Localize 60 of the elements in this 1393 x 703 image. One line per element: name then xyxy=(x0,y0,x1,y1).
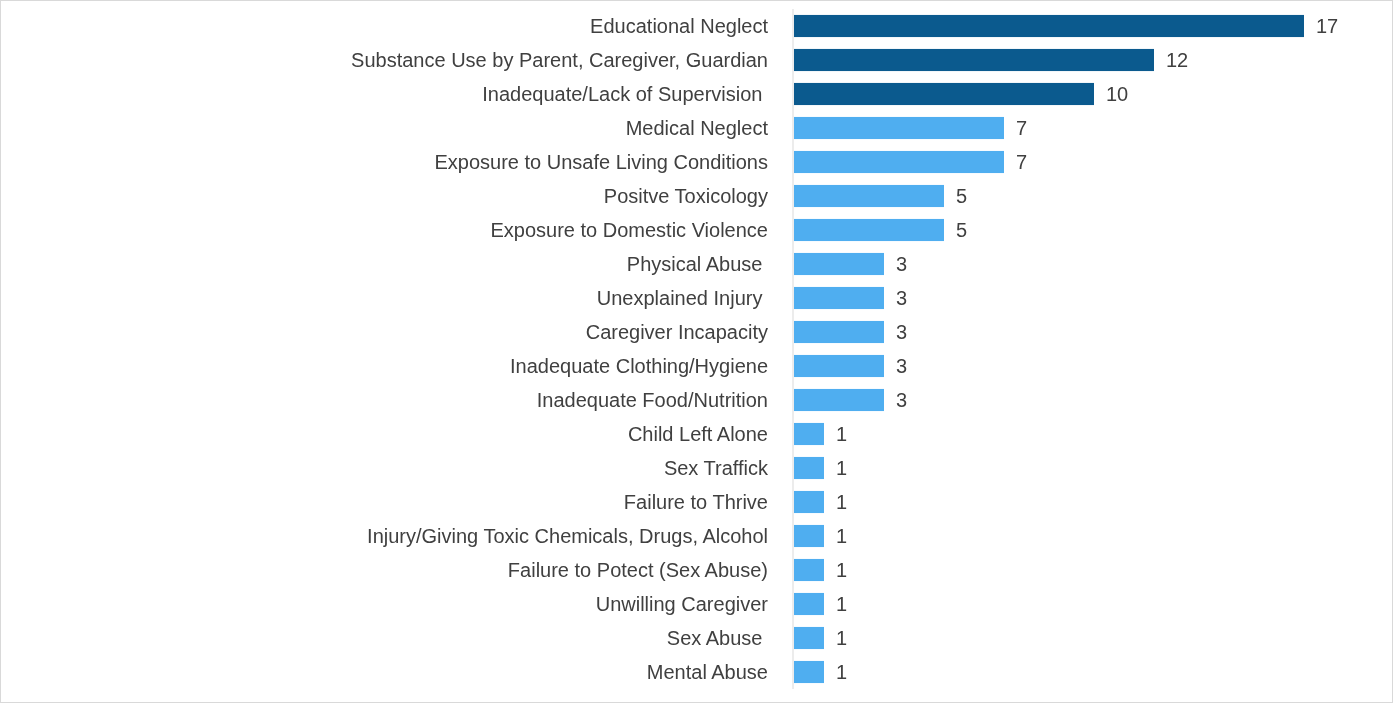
bar xyxy=(794,286,884,310)
bar xyxy=(794,82,1094,106)
y-tick-label: Educational Neglect xyxy=(590,15,769,37)
data-label: 10 xyxy=(1106,83,1129,105)
y-tick-label: Positve Toxicology xyxy=(603,185,768,207)
bar xyxy=(794,14,1304,38)
bar xyxy=(794,490,824,514)
bar xyxy=(794,626,824,650)
y-tick-label: Unwilling Caregiver xyxy=(595,593,769,615)
y-tick-label: Exposure to Domestic Violence xyxy=(490,219,768,241)
bar xyxy=(794,150,1004,174)
bar xyxy=(794,422,824,446)
bar xyxy=(794,388,884,412)
bar xyxy=(794,456,824,480)
y-tick-label: Exposure to Unsafe Living Conditions xyxy=(434,151,768,173)
y-tick-label: Inadequate Food/Nutrition xyxy=(536,389,768,411)
y-tick-label: Caregiver Incapacity xyxy=(585,321,768,343)
y-tick-label: Sex Traffick xyxy=(663,457,769,479)
bar xyxy=(794,48,1154,72)
y-tick-label: Mental Abuse xyxy=(646,661,768,683)
y-tick-label: Failure to Potect (Sex Abuse) xyxy=(507,559,768,581)
y-tick-label: Substance Use by Parent, Caregiver, Guardian xyxy=(351,49,768,71)
y-tick-label: Failure to Thrive xyxy=(623,491,768,513)
data-label: 7 xyxy=(1016,117,1028,139)
data-label: 1 xyxy=(836,559,848,581)
y-tick-label: Injury/Giving Toxic Chemicals, Drugs, Alcohol xyxy=(367,525,768,547)
data-label: 3 xyxy=(896,321,908,343)
data-label: 1 xyxy=(836,457,848,479)
bar xyxy=(794,320,884,344)
data-label: 1 xyxy=(836,661,848,683)
bar xyxy=(794,592,824,616)
data-label: 1 xyxy=(836,423,848,445)
data-label: 17 xyxy=(1316,15,1339,37)
data-label: 5 xyxy=(956,219,968,241)
data-label: 3 xyxy=(896,389,908,411)
data-label: 1 xyxy=(836,525,848,547)
y-tick-label: Physical Abuse xyxy=(626,253,768,275)
data-label: 12 xyxy=(1166,49,1189,71)
data-label: 7 xyxy=(1016,151,1028,173)
y-tick-label: Inadequate Clothing/Hygiene xyxy=(510,355,768,377)
bar xyxy=(794,116,1004,140)
y-tick-label: Sex Abuse xyxy=(666,627,768,649)
data-label: 1 xyxy=(836,627,848,649)
y-tick-label: Unexplained Injury xyxy=(596,287,768,309)
data-label: 3 xyxy=(896,287,908,309)
bar xyxy=(794,354,884,378)
data-label: 3 xyxy=(896,253,908,275)
y-tick-label: Child Left Alone xyxy=(627,423,768,445)
y-tick-label: Medical Neglect xyxy=(625,117,769,139)
bar xyxy=(794,660,824,684)
data-label: 3 xyxy=(896,355,908,377)
data-label: 1 xyxy=(836,593,848,615)
data-label: 5 xyxy=(956,185,968,207)
bar xyxy=(794,218,944,242)
bar xyxy=(794,524,824,548)
data-label: 1 xyxy=(836,491,848,513)
bar xyxy=(794,558,824,582)
bar xyxy=(794,252,884,276)
bar xyxy=(794,184,944,208)
y-tick-label: Inadequate/Lack of Supervision xyxy=(482,83,768,105)
